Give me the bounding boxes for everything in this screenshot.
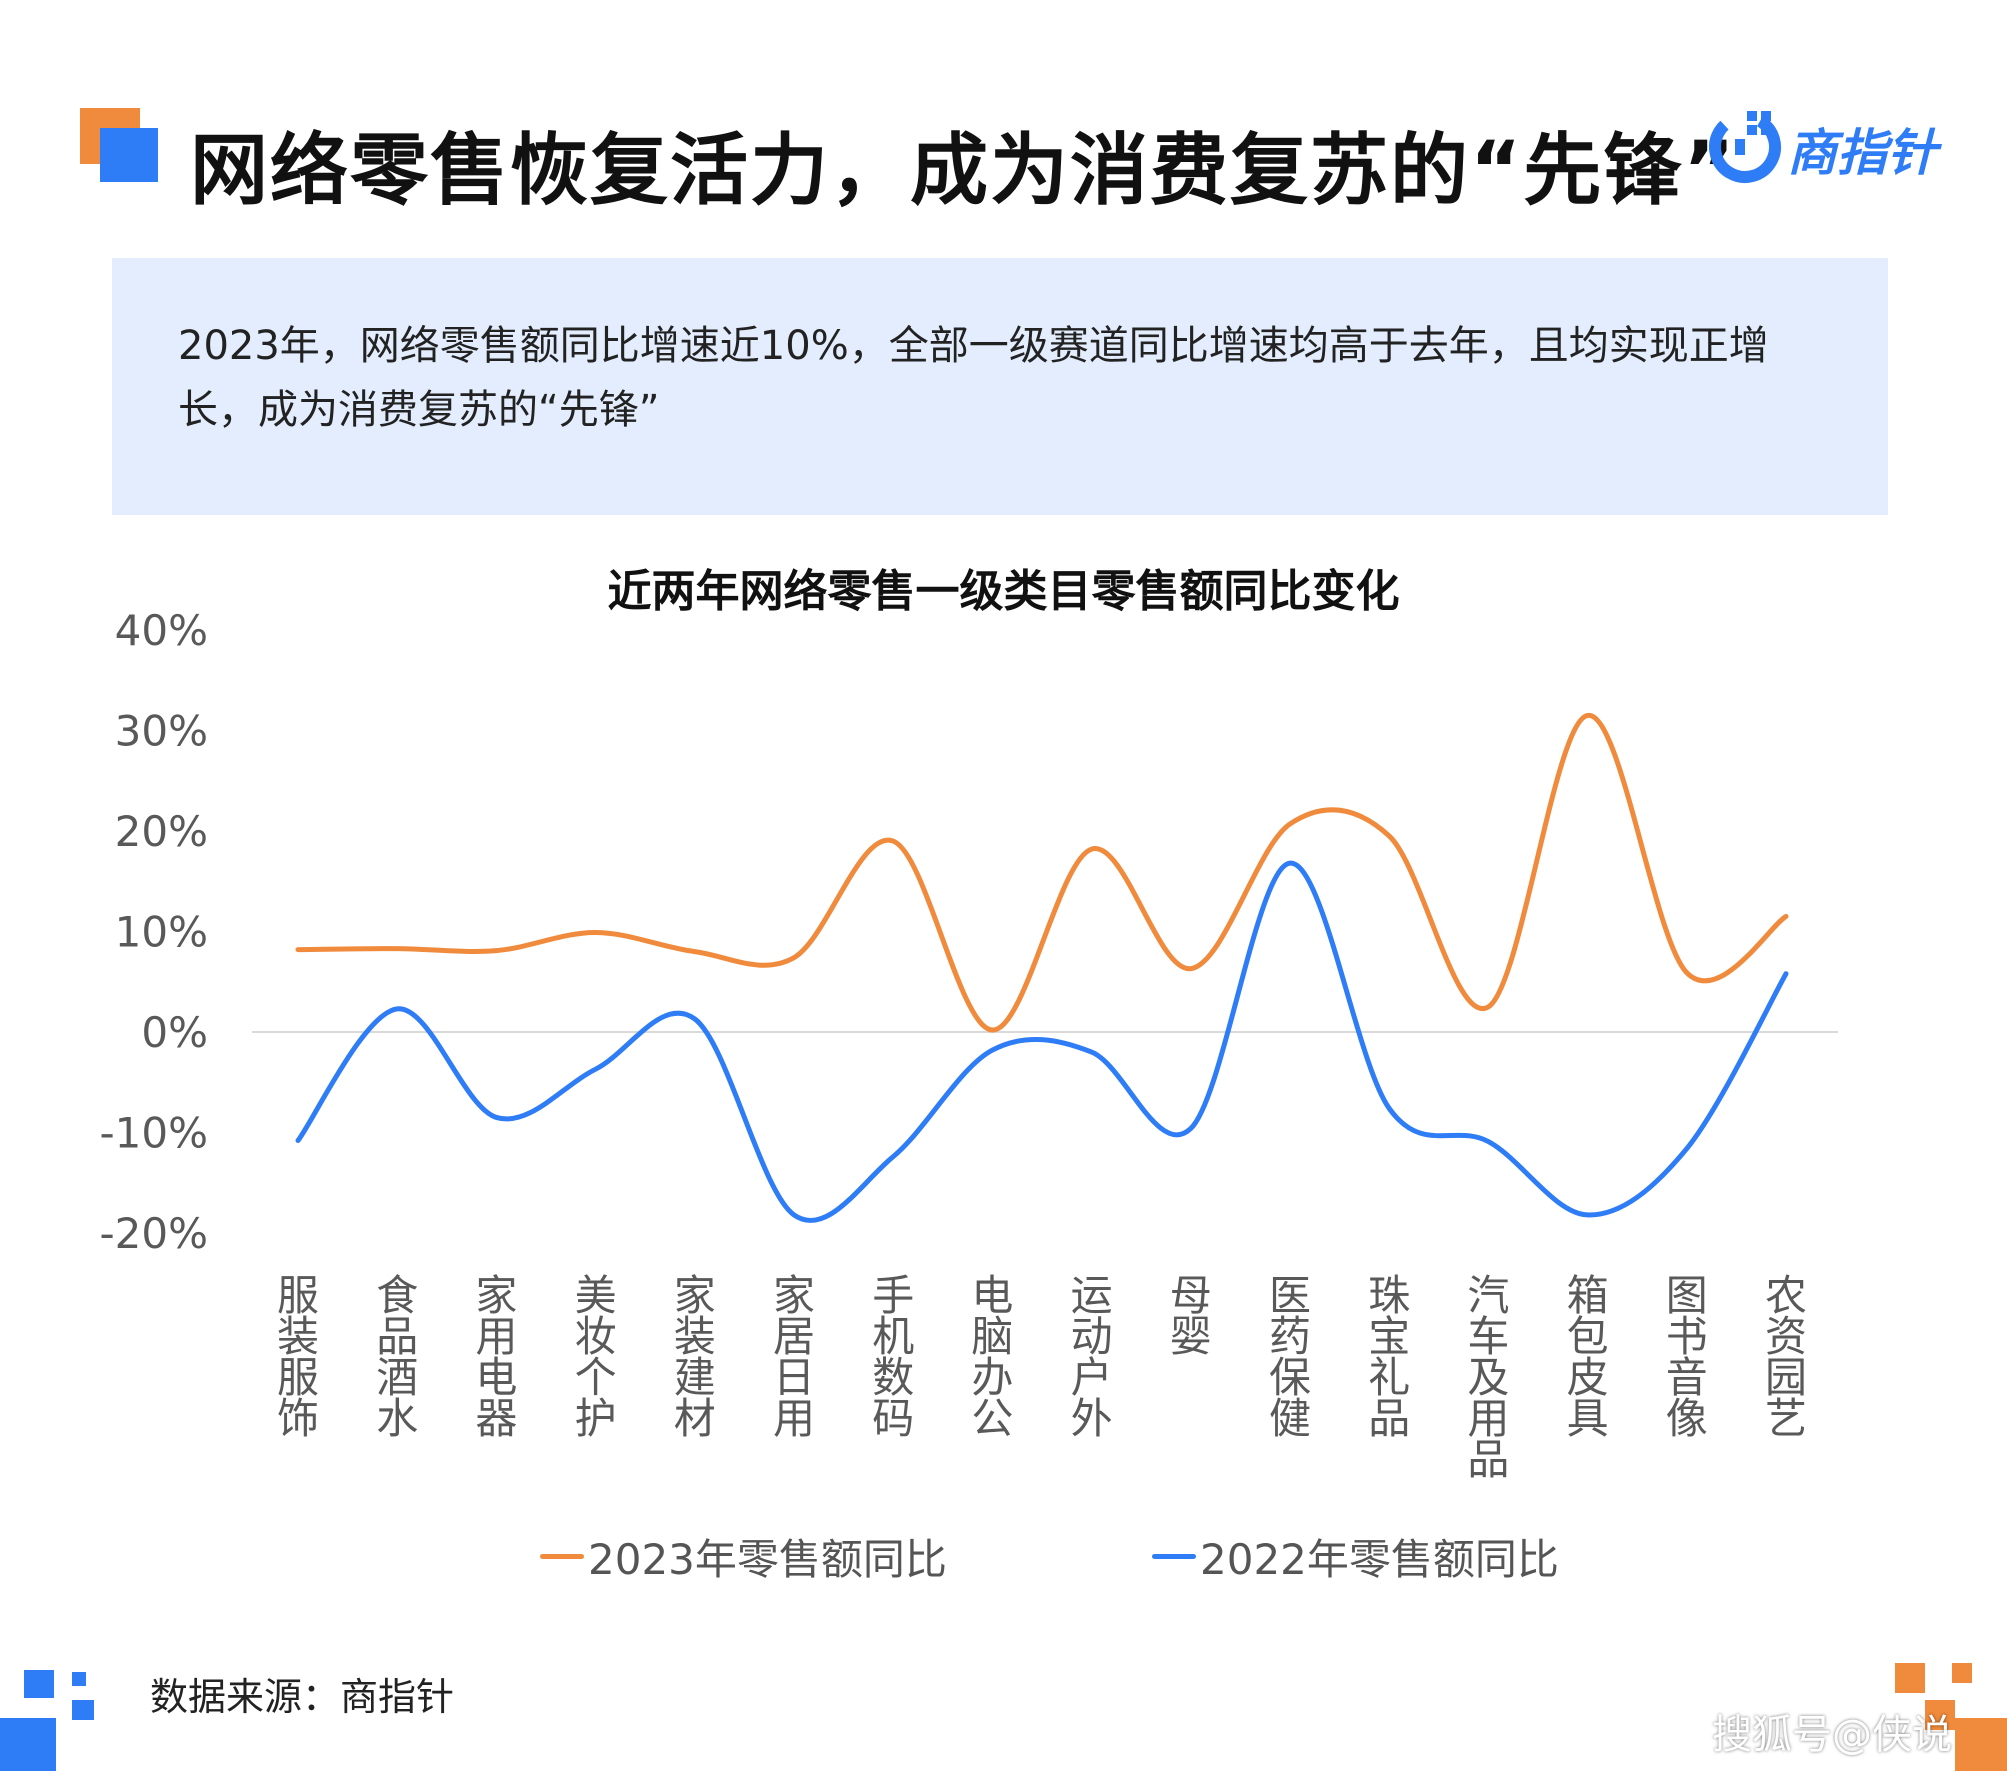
footer-deco-blue-square-1	[24, 1670, 54, 1698]
summary-text: 2023年，网络零售额同比增速近10%，全部一级赛道同比增速均高于去年，且均实现…	[178, 323, 1769, 433]
y-tick-label: 30%	[115, 707, 208, 756]
legend-swatch-2022	[1152, 1554, 1196, 1559]
legend-item-2022: 2022年零售额同比	[1152, 1526, 1559, 1587]
x-tick-label: 母婴	[1170, 1271, 1212, 1361]
shangzhizhen-logo-icon	[1709, 111, 1781, 183]
series-line-2022	[295, 860, 1789, 1223]
footer-deco-blue-square-3	[72, 1700, 94, 1720]
x-tick-label: 家装建材	[674, 1271, 716, 1443]
x-tick-label: 农资园艺	[1765, 1271, 1807, 1443]
page-title: 网络零售恢复活力，成为消费复苏的“先锋”	[190, 126, 1737, 216]
logo-text: 商指针	[1787, 124, 1937, 182]
watermark: 搜狐号@侠说	[1712, 1712, 1952, 1758]
x-tick-label: 图书音像	[1666, 1271, 1708, 1443]
footer-deco-orange-square-4	[1955, 1718, 2007, 1771]
y-tick-label: 10%	[115, 908, 208, 957]
chart-legend: 2023年零售额同比 2022年零售额同比	[0, 1526, 2007, 1586]
series-line-2023	[295, 712, 1789, 1033]
data-source: 数据来源：商指针	[150, 1675, 455, 1719]
legend-item-2023: 2023年零售额同比	[540, 1526, 947, 1587]
y-tick-label: 20%	[115, 807, 208, 856]
x-tick-label: 食品酒水	[376, 1271, 418, 1443]
x-tick-label: 珠宝礼品	[1368, 1271, 1410, 1443]
x-tick-label: 服装服饰	[277, 1271, 319, 1443]
chart-title: 近两年网络零售一级类目零售额同比变化	[607, 566, 1400, 617]
y-tick-label: -20%	[99, 1209, 208, 1258]
x-tick-label: 家用电器	[475, 1271, 517, 1443]
summary-box: 2023年，网络零售额同比增速近10%，全部一级赛道同比增速均高于去年，且均实现…	[112, 258, 1888, 515]
x-tick-label: 美妆个护	[575, 1271, 617, 1443]
x-tick-label: 家居日用	[773, 1271, 815, 1443]
legend-label-2023: 2023年零售额同比	[588, 1535, 947, 1584]
legend-label-2022: 2022年零售额同比	[1200, 1535, 1559, 1584]
y-tick-label: 40%	[115, 606, 208, 655]
header-deco-blue-square	[100, 128, 158, 182]
brand-logo: 商指针	[1705, 105, 1965, 195]
x-tick-label: 汽车及用品	[1467, 1271, 1509, 1484]
legend-swatch-2023	[540, 1554, 584, 1559]
footer-deco-orange-square-3	[1925, 1700, 1955, 1730]
x-tick-label: 运动户外	[1071, 1271, 1113, 1443]
y-tick-label: -10%	[99, 1109, 208, 1158]
footer-deco-blue-square-4	[0, 1718, 56, 1771]
x-tick-label: 箱包皮具	[1567, 1271, 1609, 1443]
x-tick-label: 手机数码	[872, 1271, 914, 1443]
footer-deco-blue-square-2	[72, 1672, 86, 1686]
y-tick-label: 0%	[141, 1008, 208, 1057]
x-tick-label: 电脑办公	[971, 1271, 1013, 1443]
footer-deco-orange-square-1	[1895, 1663, 1925, 1693]
footer-deco-orange-square-2	[1952, 1663, 1972, 1683]
x-tick-label: 医药保健	[1269, 1271, 1311, 1443]
